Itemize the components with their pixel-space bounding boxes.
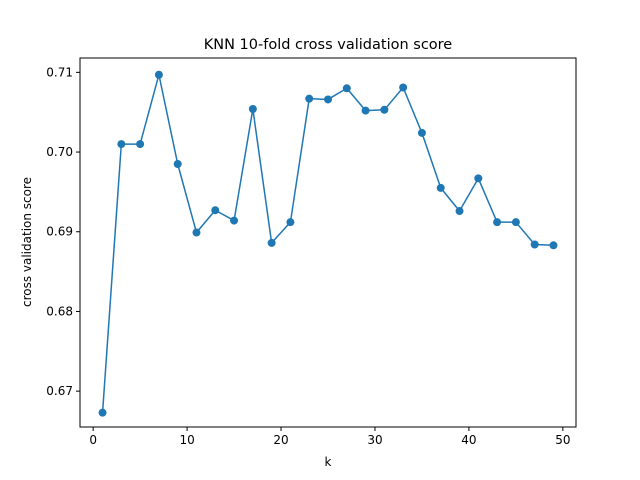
data-point (511, 218, 520, 227)
y-tick-label: 0.70 (46, 145, 73, 159)
data-point (549, 241, 558, 250)
data-point (117, 140, 126, 149)
y-tick-label: 0.67 (46, 384, 73, 398)
data-point (436, 183, 445, 192)
data-point (173, 160, 182, 168)
data-point (154, 70, 163, 79)
plot-area (98, 70, 558, 417)
axes-frame (79, 57, 577, 428)
x-tick-label: 40 (461, 433, 476, 447)
y-tick-label: 0.69 (46, 225, 73, 239)
data-point (267, 238, 276, 247)
data-point (286, 218, 295, 227)
x-tick-label: 30 (367, 433, 382, 447)
data-point (305, 94, 314, 103)
data-point (248, 105, 257, 114)
data-point (417, 128, 426, 137)
x-tick-label: 20 (273, 433, 288, 447)
x-axis-label: k (325, 455, 332, 469)
data-point (530, 240, 539, 249)
data-point (136, 140, 145, 149)
data-point (230, 216, 239, 225)
data-point (192, 228, 201, 237)
x-tick-label: 10 (179, 433, 194, 447)
data-point (98, 408, 107, 417)
data-point (211, 206, 220, 215)
data-point (455, 207, 464, 216)
y-axis-label: cross validation score (20, 177, 34, 307)
axis-ticks: 0 10 20 30 40 50 0.67 0.68 0.69 0.70 0.71 (46, 65, 570, 447)
x-tick-label: 50 (555, 433, 570, 447)
data-point (399, 83, 408, 92)
y-tick-label: 0.71 (46, 65, 73, 79)
chart-title: KNN 10-fold cross validation score (204, 37, 453, 53)
y-tick-label: 0.68 (46, 304, 73, 318)
data-point (361, 106, 370, 115)
data-point (342, 84, 351, 93)
data-point (324, 95, 332, 104)
data-point (493, 218, 502, 227)
data-point (474, 174, 483, 183)
data-point (380, 105, 389, 114)
x-tick-label: 0 (89, 433, 97, 447)
